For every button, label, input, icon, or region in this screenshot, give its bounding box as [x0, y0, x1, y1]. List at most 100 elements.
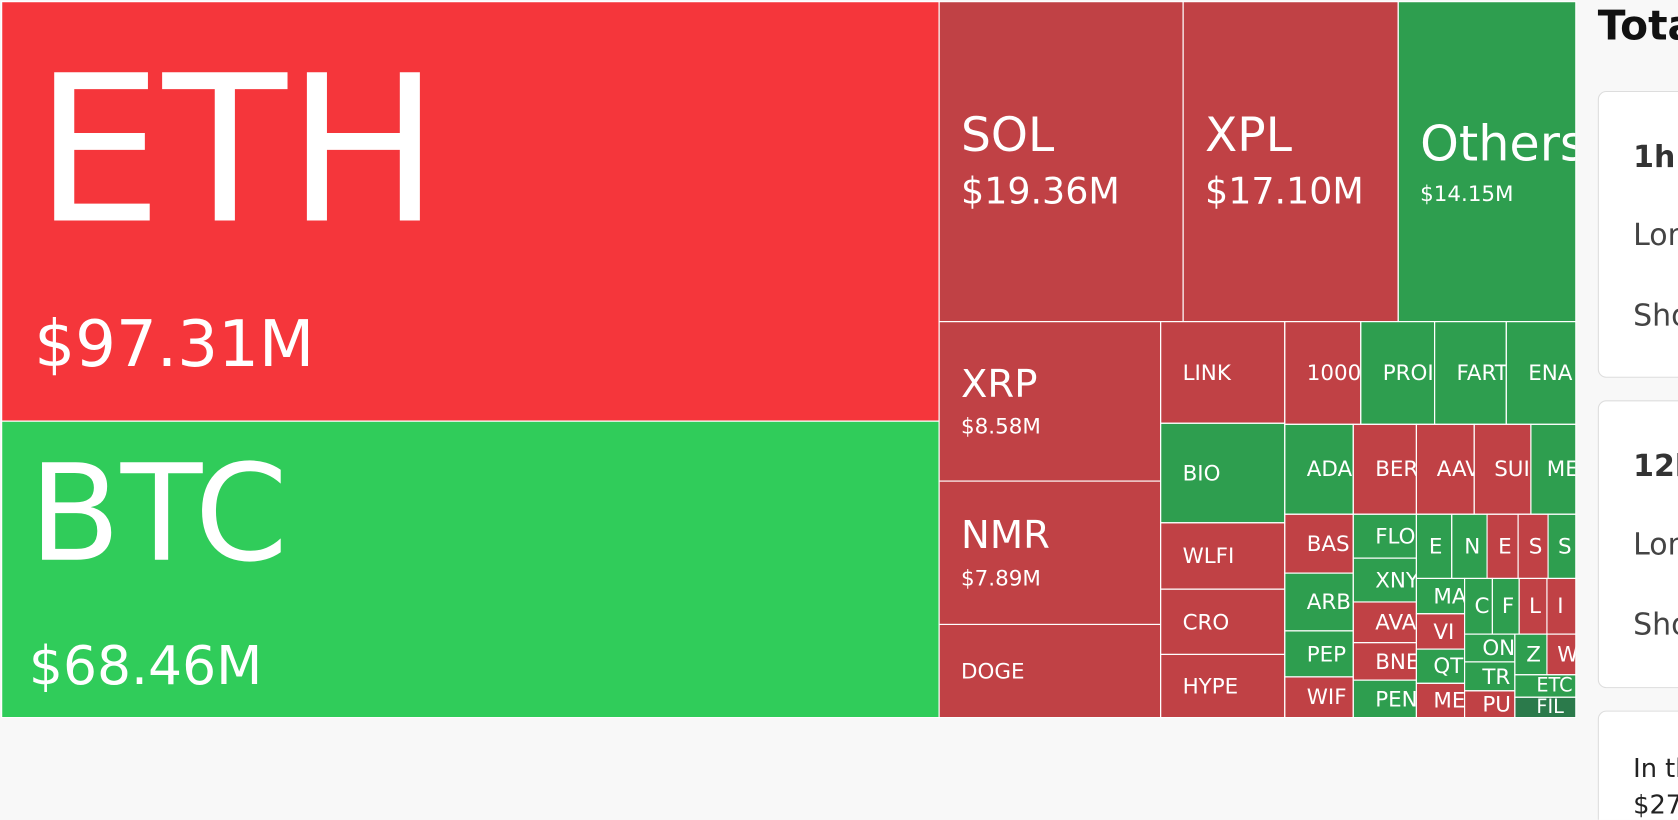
tile-label: I [1557, 592, 1564, 619]
tile-label: N [1464, 532, 1481, 559]
treemap-tile: BTC $68.46M [1, 420, 940, 719]
tile-label: ETC [1536, 675, 1573, 697]
tile-label: S [1528, 532, 1543, 559]
tile-label: BER [1375, 455, 1416, 482]
tile-label: PROI [1382, 359, 1434, 386]
treemap-tile: N [1451, 513, 1488, 579]
treemap-tile: BIO [1160, 422, 1286, 524]
tile-label: BTC [28, 436, 288, 592]
treemap-tile: 1000 [1284, 321, 1362, 425]
treemap-tile: ETH $97.31M [1, 1, 940, 422]
treemap-tile: FLO [1352, 513, 1417, 559]
tile-label: FART [1456, 359, 1506, 386]
tile-label: FLO [1375, 522, 1416, 549]
treemap-tile: TR [1464, 661, 1516, 692]
treemap-tile: AVA [1352, 601, 1417, 644]
tile-label: Others [1420, 114, 1576, 173]
treemap-tile: HYPE [1160, 653, 1286, 719]
treemap-tile: S [1517, 513, 1549, 579]
treemap-tile: SUI [1473, 423, 1532, 515]
treemap-tile: S [1547, 513, 1577, 579]
tile-label: FIL [1536, 697, 1564, 718]
card-heading: 12h [1633, 448, 1678, 484]
tile-label: ME [1546, 455, 1576, 482]
treemap-tile: ME [1415, 682, 1466, 719]
treemap-tile: Z [1514, 633, 1548, 676]
treemap-tile: BAS [1284, 513, 1354, 574]
tile-label: TR [1482, 662, 1511, 689]
tile-label: E [1498, 532, 1512, 559]
treemap-tile: PU [1464, 690, 1516, 719]
tile-value: $7.89M [961, 564, 1041, 591]
treemap-tile: AAV [1415, 423, 1475, 515]
treemap-tile: XRP $8.58M [938, 321, 1162, 482]
treemap-tile: SOL $19.36M [938, 1, 1184, 323]
treemap-tile: VI [1415, 613, 1466, 650]
treemap-tile: MA [1415, 577, 1466, 615]
tile-value: $68.46M [28, 635, 263, 698]
tile-label: XPL [1205, 108, 1292, 163]
tile-label: XRP [961, 362, 1038, 407]
tile-label: 1000 [1306, 359, 1361, 386]
tile-label: CRO [1182, 608, 1230, 635]
treemap-tile: BER [1352, 423, 1417, 515]
tile-label: WIF [1306, 683, 1347, 710]
treemap-tile: LINK [1160, 321, 1286, 424]
tile-label: PEP [1306, 640, 1347, 667]
treemap-tile: F [1491, 577, 1520, 635]
card-line: $27 [1633, 789, 1678, 820]
tile-label: DOGE [961, 657, 1025, 684]
tile-label: E [1428, 532, 1443, 559]
treemap-tile: ME [1530, 423, 1577, 515]
treemap-tile: C [1464, 577, 1493, 635]
tile-label: NMR [961, 513, 1050, 558]
treemap-tile: PEP [1284, 630, 1354, 678]
tile-label: WLFI [1182, 542, 1235, 569]
tile-value: $97.31M [34, 306, 315, 382]
tile-label: ADA [1306, 455, 1353, 482]
treemap-tile: NMR $7.89M [938, 480, 1162, 625]
tile-label: F [1501, 592, 1515, 619]
tile-label: ARB [1306, 588, 1351, 615]
treemap-tile: DOGE [938, 623, 1162, 719]
tile-label: XNY [1375, 566, 1416, 593]
treemap-tile: ADA [1284, 423, 1354, 515]
tile-value: $8.58M [961, 413, 1041, 440]
treemap-tile: PEN [1352, 679, 1417, 719]
tile-label: S [1557, 532, 1572, 559]
treemap-tile: FIL [1514, 696, 1577, 719]
tile-label: LINK [1182, 359, 1231, 385]
tile-label: MA [1433, 582, 1465, 609]
tile-label: ON [1482, 634, 1515, 661]
treemap-tile: WIF [1284, 676, 1354, 719]
card-line: Lon [1633, 526, 1678, 562]
card-line: Sho [1633, 297, 1678, 333]
treemap-tile: FART [1434, 321, 1507, 425]
tile-label: BIO [1182, 459, 1221, 486]
tile-label: BAS [1306, 530, 1350, 556]
tile-label: ETH [34, 32, 440, 269]
treemap-tile: I [1546, 577, 1577, 635]
tile-value: $17.10M [1205, 170, 1364, 214]
tile-label: PU [1482, 691, 1511, 717]
tile-label: L [1529, 592, 1541, 619]
card-line: Lon [1633, 217, 1678, 253]
tile-label: Z [1526, 641, 1541, 667]
treemap-tile: L [1518, 577, 1548, 635]
sidebar-card: In th $27 [1597, 710, 1678, 820]
treemap-tile: Others $14.15M [1397, 1, 1577, 323]
treemap-tile: ON [1464, 633, 1516, 663]
treemap-tile: E [1415, 513, 1453, 579]
tile-value: $19.36M [961, 170, 1120, 214]
tile-label: VI [1433, 618, 1455, 644]
treemap-tile: ENA [1505, 321, 1577, 425]
tile-label: BNE [1375, 648, 1416, 674]
card-line: Sho [1633, 606, 1678, 643]
tile-value: $14.15M [1420, 180, 1514, 207]
treemap-tile: CRO [1160, 588, 1286, 655]
tile-label: PEN [1375, 685, 1416, 712]
tile-label: ENA [1528, 359, 1573, 386]
tile-label: HYPE [1182, 672, 1239, 699]
